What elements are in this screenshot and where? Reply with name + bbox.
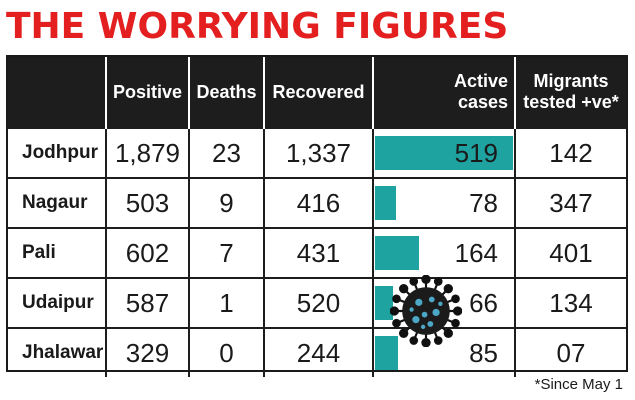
deaths-cell: 9 (189, 177, 265, 228)
table-row: Udaipur 587 1 520 66 134 (8, 277, 626, 328)
migrants-cell: 07 (515, 327, 626, 377)
header-row: Positive Deaths Recovered Active cases M… (8, 57, 626, 128)
deaths-cell: 1 (189, 277, 265, 328)
active-cell: 519 (373, 127, 516, 178)
district-cell: Jodhpur (8, 127, 107, 178)
header-active-cases: Active cases (373, 57, 516, 128)
table-body: Jodhpur 1,879 23 1,337 519 142 Nagaur 503 9 416 78… (8, 127, 626, 377)
header-active-line2: cases (457, 92, 508, 112)
active-cases-bar (375, 186, 396, 220)
district-cell: Udaipur (8, 277, 107, 328)
header-recovered: Recovered (264, 57, 374, 128)
figures-table: Positive Deaths Recovered Active cases M… (8, 57, 626, 377)
active-cases-value: 164 (454, 237, 498, 268)
district-cell: Pali (8, 227, 107, 278)
recovered-cell: 244 (264, 327, 374, 377)
migrants-cell: 401 (515, 227, 626, 278)
recovered-cell: 416 (264, 177, 374, 228)
header-district (8, 57, 107, 128)
table-row: Jodhpur 1,879 23 1,337 519 142 (8, 127, 626, 178)
positive-cell: 503 (106, 177, 190, 228)
header-active-line1: Active (453, 71, 508, 91)
deaths-cell: 0 (189, 327, 265, 377)
migrants-cell: 134 (515, 277, 626, 328)
active-cases-bar (375, 336, 398, 370)
deaths-cell: 7 (189, 227, 265, 278)
recovered-cell: 1,337 (264, 127, 374, 178)
active-cases-value: 66 (469, 287, 498, 318)
table-row: Pali 602 7 431 164 401 (8, 227, 626, 278)
positive-cell: 587 (106, 277, 190, 328)
footnote: *Since May 1 (534, 376, 623, 393)
district-cell: Nagaur (8, 177, 107, 228)
header-migrants-line1: Migrants (533, 71, 609, 91)
positive-cell: 1,879 (106, 127, 190, 178)
header-migrants-line2: tested +ve* (523, 92, 619, 112)
recovered-cell: 520 (264, 277, 374, 328)
virus-icon (390, 275, 462, 347)
table-row: Nagaur 503 9 416 78 347 (8, 177, 626, 228)
active-cases-value: 78 (469, 187, 498, 218)
header-deaths: Deaths (189, 57, 265, 128)
figures-table-frame: Positive Deaths Recovered Active cases M… (6, 55, 628, 377)
active-cases-value: 85 (469, 337, 498, 368)
header-migrants: Migrants tested +ve* (515, 57, 626, 128)
positive-cell: 329 (106, 327, 190, 377)
header-positive: Positive (106, 57, 190, 128)
active-cases-bar (375, 236, 419, 270)
active-cell: 78 (373, 177, 516, 228)
page-title: THE WORRYING FIGURES (6, 6, 509, 47)
deaths-cell: 23 (189, 127, 265, 178)
table-row: Jhalawar 329 0 244 85 07 (8, 327, 626, 377)
active-cases-bar (375, 136, 513, 170)
district-cell: Jhalawar (8, 327, 107, 377)
migrants-cell: 347 (515, 177, 626, 228)
migrants-cell: 142 (515, 127, 626, 178)
active-cell: 164 (373, 227, 516, 278)
active-cases-bar (375, 286, 393, 320)
recovered-cell: 431 (264, 227, 374, 278)
positive-cell: 602 (106, 227, 190, 278)
active-cases-value: 519 (454, 137, 498, 168)
